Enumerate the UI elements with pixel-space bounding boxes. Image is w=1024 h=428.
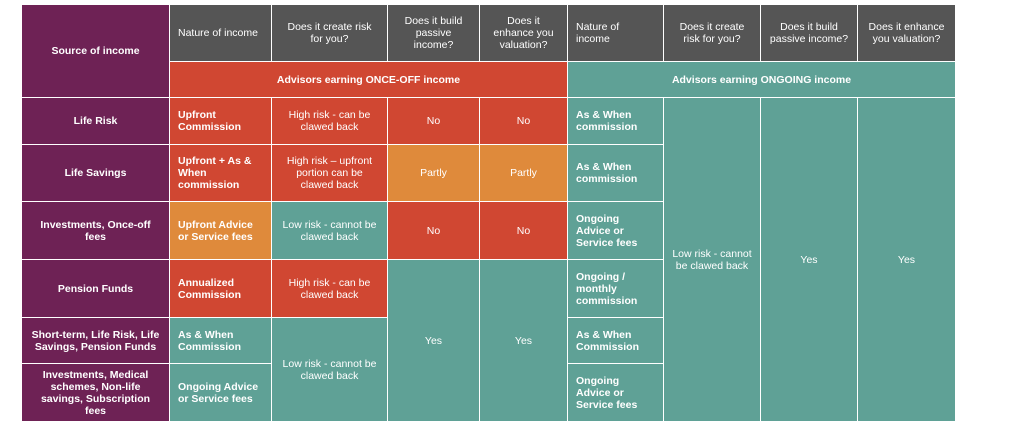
once-passive-cell: Yes [387, 259, 480, 422]
once-nature-cell: Upfront Commission [169, 97, 272, 145]
ongoing-nature-cell: Ongoing Advice or Service fees [567, 363, 664, 422]
once-valuation-cell: No [479, 97, 568, 145]
header-once-risk: Does it create risk for you? [271, 4, 388, 62]
row-source: Pension Funds [21, 259, 170, 318]
ongoing-risk-cell: Low risk - cannot be clawed back [663, 97, 761, 422]
once-valuation-cell: No [479, 201, 568, 260]
once-valuation-cell: Yes [479, 259, 568, 422]
once-passive-cell: No [387, 97, 480, 145]
ongoing-nature-cell: Ongoing Advice or Service fees [567, 201, 664, 260]
once-risk-cell: High risk - can be clawed back [271, 259, 388, 318]
once-nature-cell: As & When Commission [169, 317, 272, 364]
ongoing-passive-cell: Yes [760, 97, 858, 422]
header-ongoing-nature: Nature of income [567, 4, 664, 62]
once-off-band: Advisors earning ONCE-OFF income [169, 61, 568, 98]
table-row: Pension Funds Annualized Commission High… [21, 259, 956, 422]
once-nature-cell: Upfront Advice or Service fees [169, 201, 272, 260]
once-risk-cell: Low risk - cannot be clawed back [271, 317, 388, 422]
header-once-valuation: Does it enhance you valuation? [479, 4, 568, 62]
row-source: Investments, Medical schemes, Non-life s… [21, 363, 170, 422]
header-once-passive: Does it build passive income? [387, 4, 480, 62]
once-valuation-cell: Partly [479, 144, 568, 202]
table-row: Short-term, Life Risk, Life Savings, Pen… [21, 317, 956, 422]
once-passive-cell: Partly [387, 144, 480, 202]
table-row: Investments, Medical schemes, Non-life s… [21, 363, 956, 422]
row-source: Life Savings [21, 144, 170, 202]
table-row: Investments, Once-off fees Upfront Advic… [21, 201, 956, 260]
ongoing-nature-cell: Ongoing / monthly commission [567, 259, 664, 318]
ongoing-band: Advisors earning ONGOING income [567, 61, 956, 98]
header-ongoing-valuation: Does it enhance you valuation? [857, 4, 956, 62]
band-row: Advisors earning ONCE-OFF income Advisor… [22, 61, 956, 98]
once-nature-cell: Ongoing Advice or Service fees [169, 363, 272, 422]
table-row: Life Savings Upfront + As & When commiss… [21, 144, 956, 202]
row-source: Life Risk [21, 97, 170, 145]
header-once-nature: Nature of income [169, 4, 272, 62]
once-risk-cell: High risk - can be clawed back [271, 97, 388, 145]
once-nature-cell: Upfront + As & When commission [169, 144, 272, 202]
header-ongoing-risk: Does it create risk for you? [663, 4, 761, 62]
header-source: Source of income [21, 4, 170, 98]
ongoing-valuation-cell: Yes [857, 97, 956, 422]
header-ongoing-passive: Does it build passive income? [760, 4, 858, 62]
row-source: Short-term, Life Risk, Life Savings, Pen… [21, 317, 170, 364]
ongoing-nature-cell: As & When commission [567, 144, 664, 202]
once-nature-cell: Annualized Commission [169, 259, 272, 318]
header-row: Source of income Nature of income Does i… [21, 4, 956, 98]
table-row: Life Risk Upfront Commission High risk -… [21, 97, 956, 422]
once-risk-cell: High risk – upfront portion can be clawe… [271, 144, 388, 202]
once-passive-cell: No [387, 201, 480, 260]
ongoing-nature-cell: As & When commission [567, 97, 664, 145]
ongoing-nature-cell: As & When Commission [567, 317, 664, 364]
row-source: Investments, Once-off fees [21, 201, 170, 260]
income-comparison-table: Source of income Nature of income Does i… [21, 4, 956, 422]
once-risk-cell: Low risk - cannot be clawed back [271, 201, 388, 260]
